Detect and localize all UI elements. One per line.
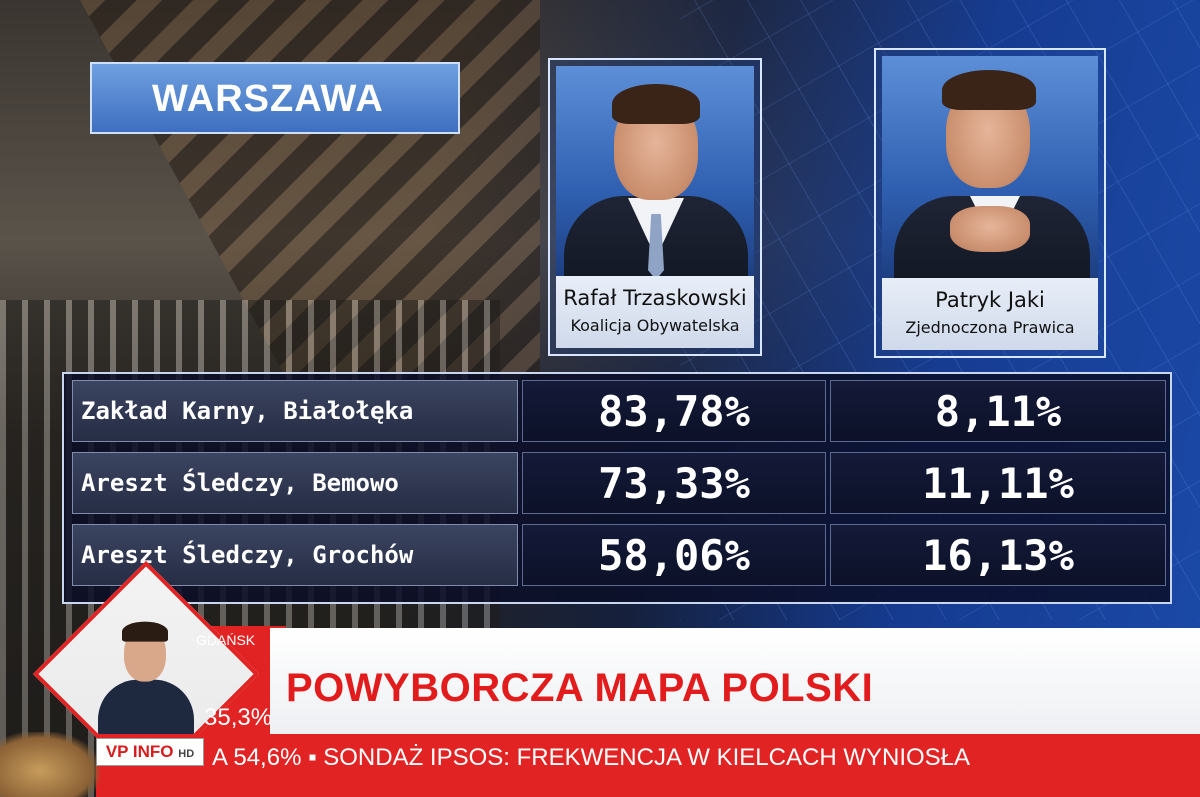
place-cell: Areszt Śledczy, Bemowo — [72, 452, 518, 514]
candidate-card-2: Patryk Jaki Zjednoczona Prawica — [874, 48, 1106, 358]
candidate-name-2: Patryk Jaki — [935, 288, 1045, 312]
candidate-name-1: Rafał Trzaskowski — [563, 286, 747, 310]
ticker-bar — [96, 734, 1200, 797]
results-table: Zakład Karny, Białołęka 83,78% 8,11% Are… — [62, 372, 1172, 604]
table-row: Areszt Śledczy, Grochów 58,06% 16,13% — [64, 518, 1170, 586]
decor-figurine — [0, 732, 100, 797]
candidate-photo-2 — [882, 56, 1098, 278]
table-row: Zakład Karny, Białołęka 83,78% 8,11% — [64, 374, 1170, 442]
candidate-photo-1 — [556, 66, 754, 278]
channel-logo: VP INFO HD — [96, 738, 204, 766]
candidate-card-1: Rafał Trzaskowski Koalicja Obywatelska — [548, 58, 762, 356]
city-label: GDAŃSK — [196, 632, 256, 648]
result-candidate-1: 58,06% — [522, 524, 826, 586]
candidate-label-1: Rafał Trzaskowski Koalicja Obywatelska — [556, 276, 754, 348]
candidate-party-2: Zjednoczona Prawica — [905, 318, 1075, 337]
place-cell: Zakład Karny, Białołęka — [72, 380, 518, 442]
page-title: WARSZAWA — [152, 78, 384, 120]
result-candidate-1: 83,78% — [522, 380, 826, 442]
candidate-party-1: Koalicja Obywatelska — [570, 316, 740, 335]
result-candidate-2: 8,11% — [830, 380, 1166, 442]
city-percent: 35,3% — [204, 704, 273, 731]
title-box: WARSZAWA — [90, 62, 460, 134]
result-candidate-2: 11,11% — [830, 452, 1166, 514]
headline: POWYBORCZA MAPA POLSKI — [286, 666, 874, 710]
channel-logo-text: VP INFO — [105, 742, 174, 761]
news-ticker: A 54,6% ▪ SONDAŻ IPSOS: FREKWENCJA W KIE… — [212, 744, 971, 771]
channel-logo-hd: HD — [178, 748, 195, 760]
result-candidate-1: 73,33% — [522, 452, 826, 514]
headline-bar: POWYBORCZA MAPA POLSKI — [270, 628, 1200, 734]
table-row: Areszt Śledczy, Bemowo 73,33% 11,11% — [64, 446, 1170, 514]
candidate-label-2: Patryk Jaki Zjednoczona Prawica — [882, 278, 1098, 350]
result-candidate-2: 16,13% — [830, 524, 1166, 586]
